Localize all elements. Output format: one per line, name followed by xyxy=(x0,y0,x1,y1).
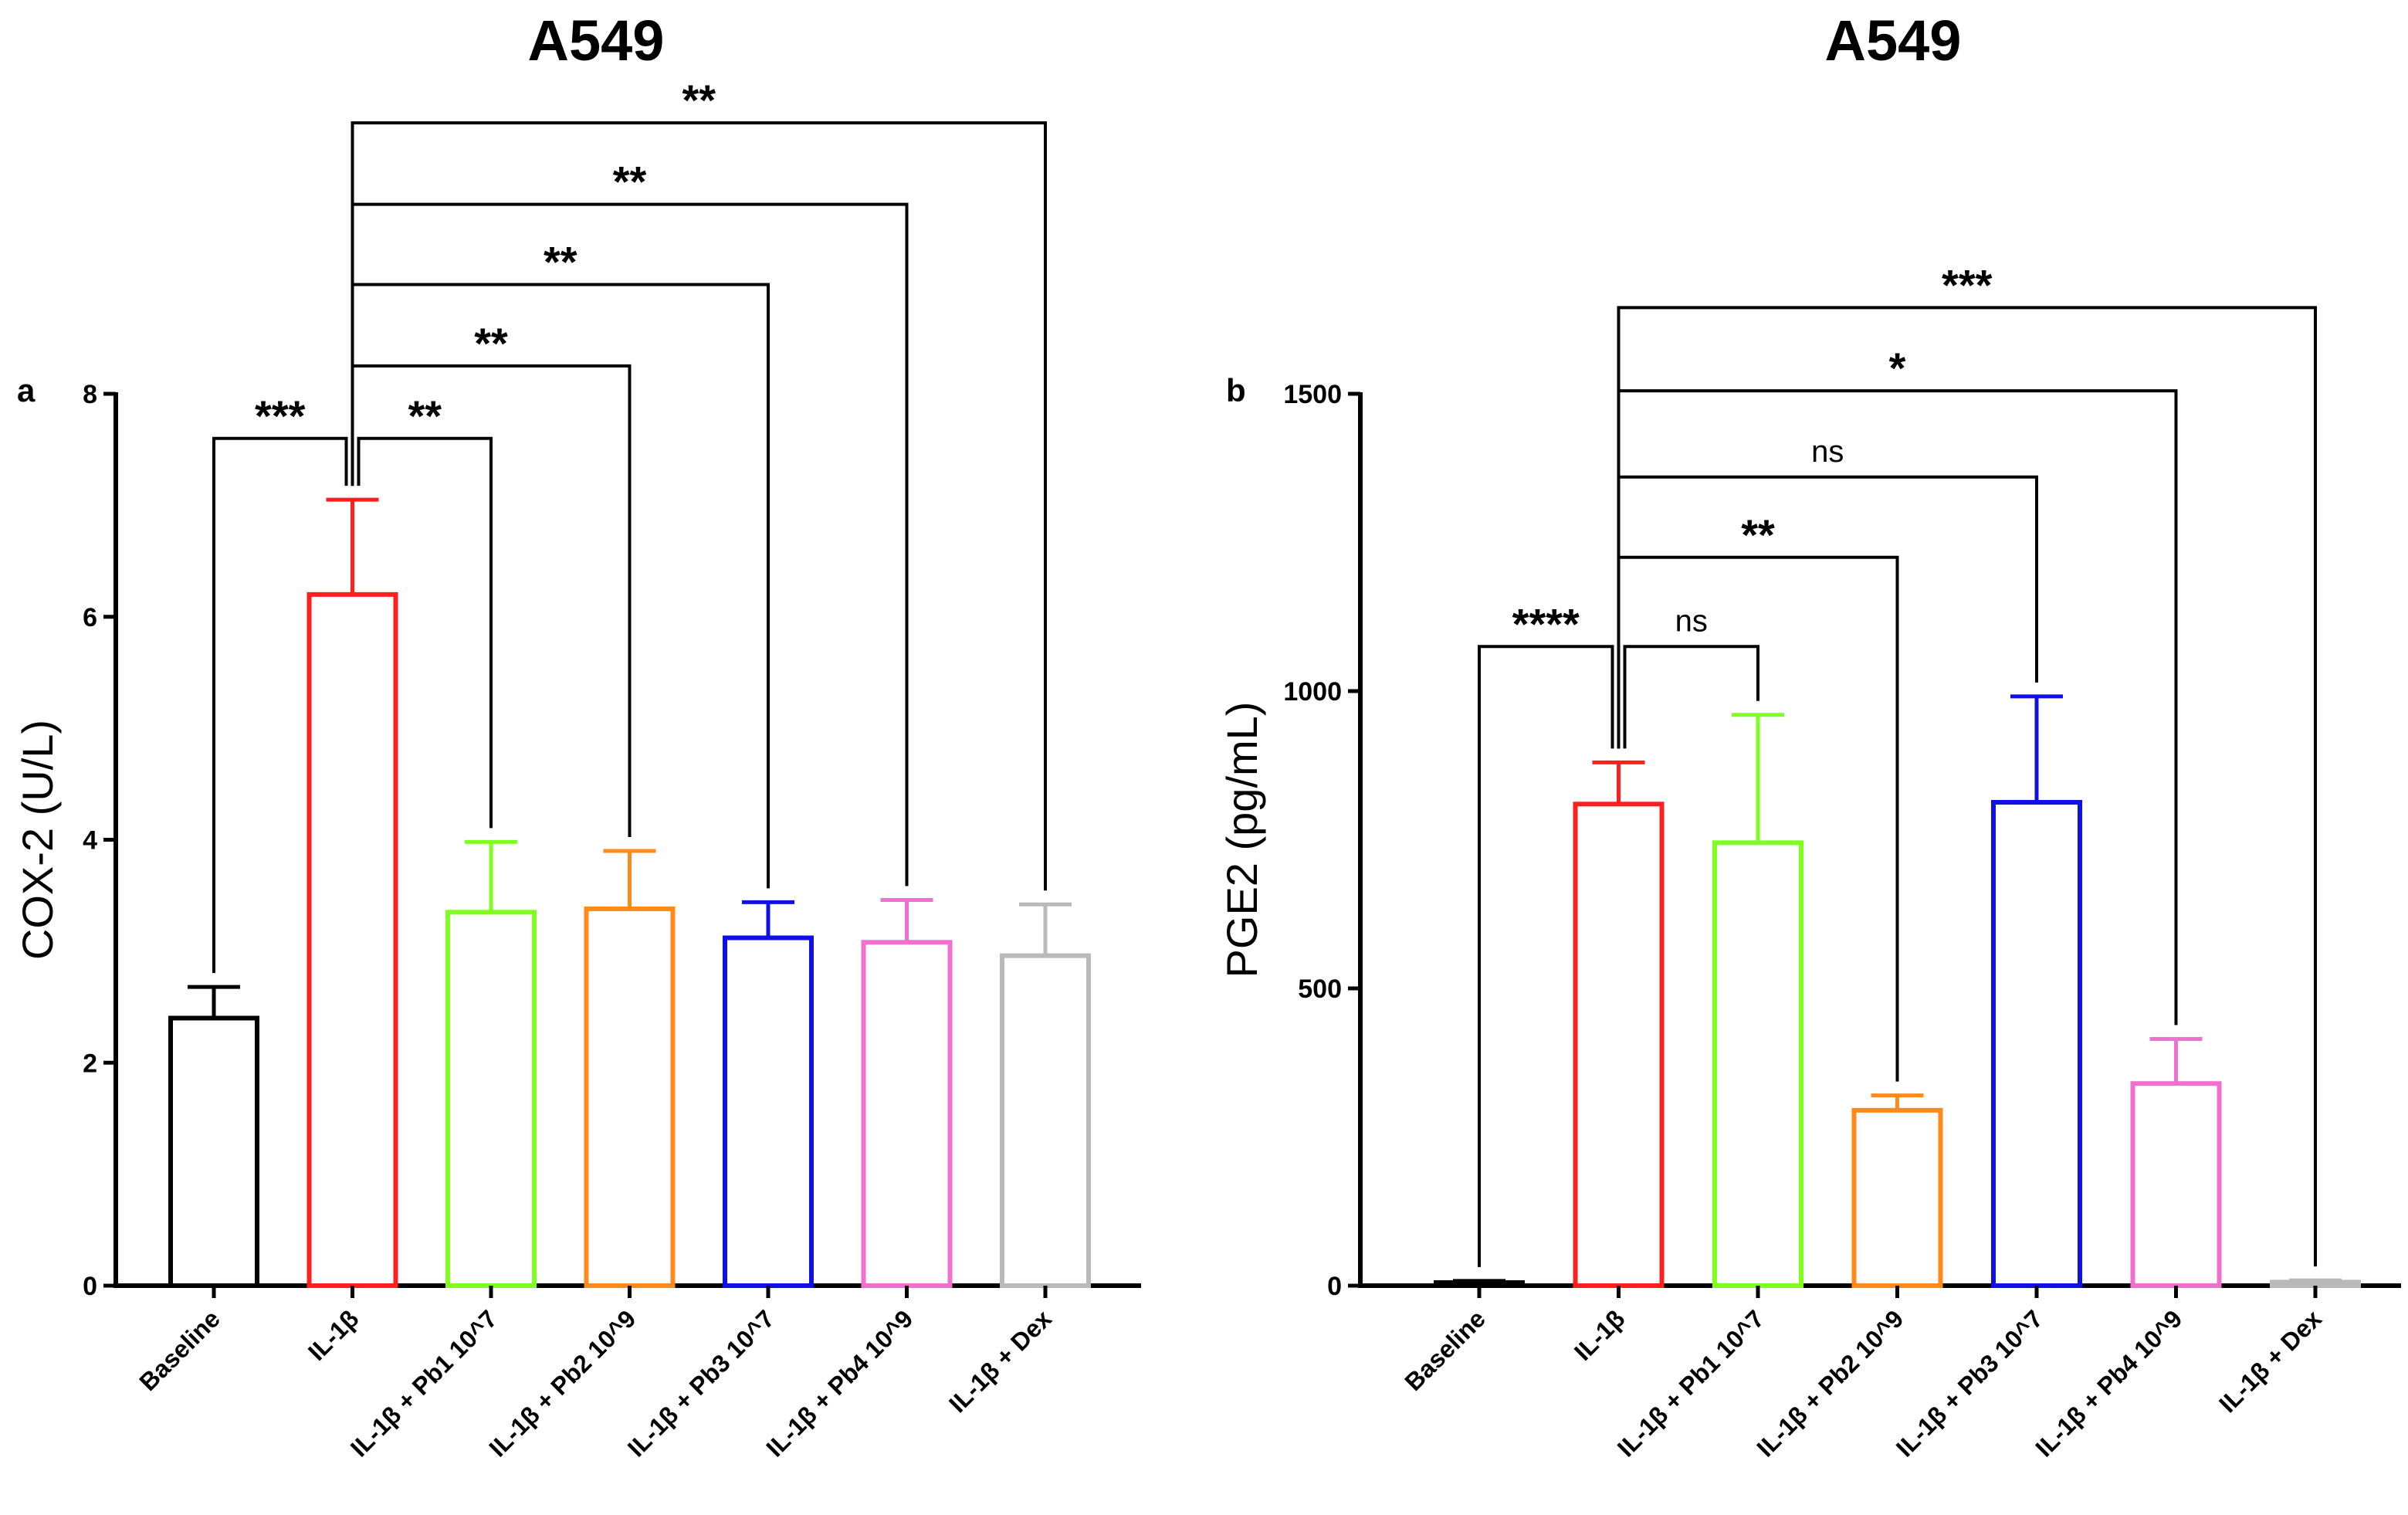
significance-bracket xyxy=(1623,645,1759,749)
category-label: Baseline xyxy=(1399,1304,1491,1396)
category-label: IL-1β + Pb3 10^7 xyxy=(1891,1304,2048,1462)
significance-bracket xyxy=(212,436,348,974)
bar xyxy=(307,591,398,1288)
bar xyxy=(1851,1107,1943,1288)
significance-label: ns xyxy=(1811,435,1844,469)
significance-label: *** xyxy=(255,391,306,440)
y-tick-label: 0 xyxy=(1327,1272,1342,1301)
bar xyxy=(1573,802,1665,1289)
panel-b-chart: A549 b PGE2 (pg/mL) 0 500 1000 1500 Baseline IL-… xyxy=(1218,8,2401,1462)
y-tick-label: 1500 xyxy=(1283,380,1342,409)
category-label: IL-1β + Pb2 10^9 xyxy=(1751,1304,1908,1462)
category-label: IL-1β + Pb1 10^7 xyxy=(1612,1304,1770,1462)
significance-bracket xyxy=(351,283,770,889)
chart-title: A549 xyxy=(1825,8,1962,73)
category-label: IL-1β + Pb4 10^9 xyxy=(2030,1304,2187,1462)
significance-bracket xyxy=(357,436,493,829)
y-tick-label: 2 xyxy=(83,1049,97,1078)
y-tick-label: 1000 xyxy=(1283,677,1342,707)
significance-bracket xyxy=(1617,306,2317,1267)
category-label: IL-1β + Pb1 10^7 xyxy=(345,1304,503,1462)
significance-label: **** xyxy=(1512,599,1580,648)
y-tick-label: 6 xyxy=(83,603,97,632)
y-tick-label: 8 xyxy=(83,380,97,409)
y-tick-label: 0 xyxy=(83,1272,97,1301)
chart-title: A549 xyxy=(528,8,665,73)
significance-label: ns xyxy=(1675,604,1708,638)
significance-label: * xyxy=(1889,344,1906,392)
bar xyxy=(584,907,676,1288)
category-label: Baseline xyxy=(134,1304,225,1396)
bar xyxy=(168,1015,259,1288)
bar xyxy=(2270,1279,2361,1289)
category-label: IL-1β + Pb3 10^7 xyxy=(622,1304,780,1462)
bar xyxy=(861,940,953,1288)
panel-label: a xyxy=(17,372,36,408)
panel-label: b xyxy=(1226,372,1246,408)
category-label: IL-1β xyxy=(303,1304,364,1365)
bar xyxy=(2130,1081,2222,1288)
significance-label: ** xyxy=(1741,510,1775,559)
category-label: IL-1β + Dex xyxy=(2213,1304,2327,1418)
y-axis-label: PGE2 (pg/mL) xyxy=(1218,702,1266,978)
bar xyxy=(1000,953,1091,1289)
y-tick-label: 4 xyxy=(83,826,97,856)
significance-bracket xyxy=(351,121,1047,891)
significance-label: ** xyxy=(474,319,508,368)
significance-bracket xyxy=(1478,645,1614,1267)
bar xyxy=(1434,1280,1525,1288)
significance-label: ** xyxy=(408,391,442,440)
bar xyxy=(723,935,814,1289)
category-label: IL-1β xyxy=(1569,1304,1630,1365)
bar xyxy=(445,910,537,1288)
significance-label: ** xyxy=(613,158,647,206)
bar xyxy=(1712,840,1803,1288)
y-axis-label: COX-2 (U/L) xyxy=(13,720,62,960)
bar xyxy=(1991,799,2082,1288)
significance-label: *** xyxy=(1942,260,1993,309)
category-label: IL-1β + Dex xyxy=(943,1304,1057,1418)
y-tick-label: 500 xyxy=(1298,974,1342,1004)
category-label: IL-1β + Pb2 10^9 xyxy=(483,1304,641,1462)
category-label: IL-1β + Pb4 10^9 xyxy=(760,1304,918,1462)
significance-label: ** xyxy=(682,76,716,124)
significance-label: ** xyxy=(544,238,577,286)
